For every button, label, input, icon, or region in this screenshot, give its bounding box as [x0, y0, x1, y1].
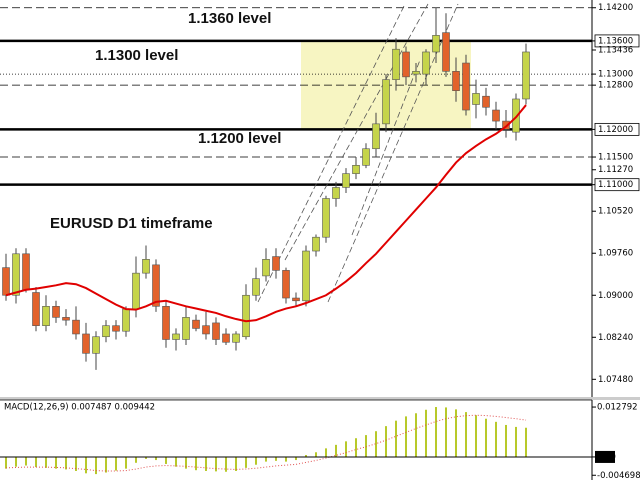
candle-body — [32, 292, 40, 326]
channel-line — [257, 3, 406, 303]
candle-body — [192, 319, 200, 329]
y-tick-label: -0.004698 — [597, 471, 640, 480]
channel-line — [351, 59, 421, 236]
y-tick-label: 1.13000 — [598, 70, 633, 80]
candle-body — [62, 317, 70, 321]
candle-body — [482, 95, 490, 108]
candle-body — [362, 148, 370, 166]
panel-separator — [0, 397, 640, 400]
candle-body — [412, 71, 420, 75]
candle-body — [72, 319, 80, 335]
candle-body — [322, 198, 330, 238]
candle-body — [442, 32, 450, 72]
channel-line — [284, 3, 429, 261]
candle-body — [522, 51, 530, 100]
y-tick-label: 1.08240 — [598, 333, 633, 343]
candle-body — [122, 308, 130, 332]
candle-body — [92, 336, 100, 354]
candle-body — [232, 333, 240, 343]
annotation: 1.1300 level — [95, 47, 178, 64]
candle-body — [392, 48, 400, 80]
y-tick-label: 1.11270 — [598, 165, 633, 175]
candle-body — [152, 264, 160, 307]
candle-body — [372, 123, 380, 150]
candle-body — [402, 51, 410, 78]
y-tick-label: 1.10520 — [598, 207, 633, 217]
candle-body — [332, 187, 340, 199]
candle-body — [22, 253, 30, 291]
candle-body — [182, 317, 190, 340]
annotation: EURUSD D1 timeframe — [50, 215, 213, 232]
y-tick-label: 1.09760 — [598, 249, 633, 259]
y-tick-box — [594, 178, 640, 192]
candle-body — [512, 98, 520, 133]
candle-body — [262, 259, 270, 277]
candle-body — [242, 294, 250, 338]
candle-body — [352, 165, 360, 174]
candle-body — [452, 71, 460, 91]
candle-body — [52, 306, 60, 318]
signal-line — [5, 414, 527, 472]
candle-body — [302, 250, 310, 302]
candle-body — [432, 35, 440, 53]
candle-body — [212, 322, 220, 340]
candle-body — [102, 325, 110, 338]
moving-average — [5, 104, 527, 323]
candle-body — [112, 325, 120, 332]
candle-body — [42, 306, 50, 326]
y-tick-label: 1.12000 — [598, 125, 633, 135]
annotation: 1.1360 level — [188, 10, 271, 27]
candle-body — [162, 306, 170, 340]
y-tick-label: 1.13436 — [598, 45, 633, 55]
candle-body — [252, 278, 260, 296]
candle-body — [222, 333, 230, 343]
candle-body — [472, 93, 480, 105]
y-tick-label: 1.11000 — [598, 180, 633, 190]
annotation: 1.1200 level — [198, 130, 281, 147]
candle-body — [12, 253, 20, 296]
y-tick-box — [595, 450, 615, 463]
candle-body — [2, 267, 10, 296]
candle-body — [132, 272, 140, 310]
y-tick-label: 1.13600 — [598, 36, 633, 46]
candle-body — [172, 333, 180, 340]
y-tick-label: 1.11500 — [598, 153, 633, 163]
candle-body — [82, 333, 90, 354]
candle-body — [202, 325, 210, 335]
candle-body — [502, 120, 510, 130]
y-tick-label: 1.12800 — [598, 81, 633, 91]
y-tick-label: 0.012792 — [597, 403, 638, 413]
candle-body — [312, 236, 320, 252]
y-tick-label: 1.14200 — [598, 3, 633, 13]
y-tick-label: 1.09000 — [598, 291, 633, 301]
candle-body — [292, 297, 300, 302]
candle-body — [492, 109, 500, 122]
candle-body — [142, 259, 150, 274]
candle-body — [272, 256, 280, 271]
candle-body — [342, 173, 350, 188]
candle-body — [382, 79, 390, 125]
candle-body — [462, 62, 470, 111]
y-tick-label: 1.07480 — [598, 375, 633, 385]
candle-body — [422, 51, 430, 75]
y-tick-box — [594, 122, 640, 136]
candle-body — [282, 270, 290, 299]
y-tick-box — [594, 34, 640, 48]
y-tick-label: 0.00 — [597, 452, 616, 462]
indicator-label: MACD(12,26,9) 0.007487 0.009442 — [4, 403, 155, 413]
